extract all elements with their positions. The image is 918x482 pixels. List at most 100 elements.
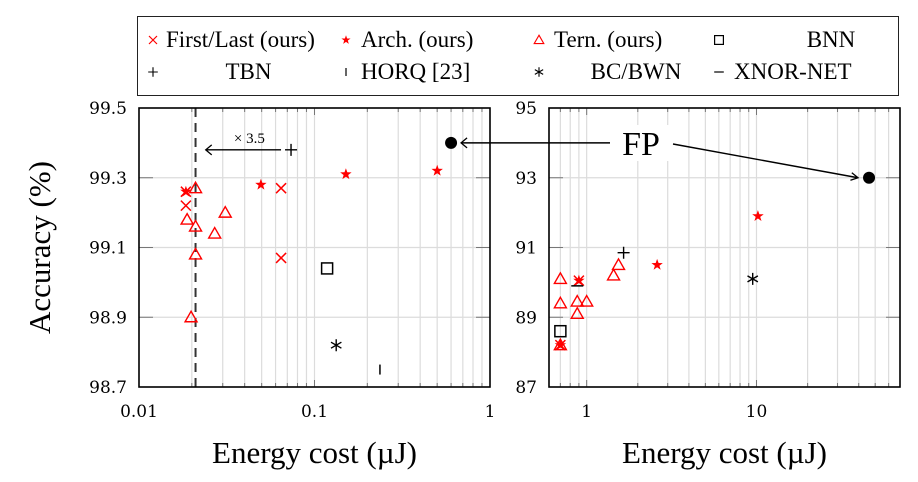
data-point — [554, 324, 567, 338]
legend-marker-hbar-icon — [714, 71, 724, 73]
legend-label: XNOR-NET — [734, 59, 852, 84]
x-axis-label: Energy cost (µJ) — [622, 435, 827, 470]
data-point — [188, 247, 203, 260]
legend-marker — [533, 34, 545, 45]
legend-label: HORQ [23] — [361, 59, 471, 84]
arrow-head — [204, 144, 213, 156]
legend-marker — [148, 35, 158, 45]
panel-left: 98.7 98.9 99.1 99.3 99.5 0.01 0.1 1 × 3.5 Energy … — [22, 99, 495, 470]
y-tick-label: 99.3 — [89, 169, 127, 189]
series-arch-ours — [554, 210, 764, 350]
x-tick-label: 10 — [746, 402, 768, 422]
improvement-label: × 3.5 — [234, 131, 265, 147]
fp-arrow-right — [672, 143, 859, 179]
series-tern-ours — [553, 257, 626, 351]
legend-label: Tern. (ours) — [554, 27, 663, 52]
data-point — [570, 294, 585, 307]
data-point — [330, 339, 342, 352]
data-point — [617, 246, 630, 259]
data-point — [183, 309, 199, 323]
data-point — [553, 271, 568, 285]
legend-label: BC/BWN — [590, 59, 682, 84]
data-point — [573, 274, 585, 286]
data-point — [340, 168, 352, 180]
legend-marker-plus-icon — [148, 67, 158, 77]
data-point — [218, 205, 233, 218]
data-point — [553, 337, 568, 351]
data-point — [179, 212, 195, 225]
y-tick-label: 89 — [515, 308, 537, 328]
legend-marker-square-icon — [713, 34, 725, 46]
y-tick-label: 95 — [515, 99, 537, 119]
series-tbn — [285, 143, 298, 156]
arrow-head — [460, 137, 468, 149]
data-point — [180, 200, 192, 212]
plot-frame — [548, 107, 901, 388]
legend-marker-star-icon — [341, 35, 351, 44]
y-tick-label: 98.7 — [89, 378, 127, 398]
x-tick-label: 1 — [581, 402, 592, 422]
data-point — [275, 182, 287, 194]
x-tick-label: 0.01 — [120, 402, 158, 422]
legend-marker-asterisk-icon — [534, 67, 544, 77]
fp-label: FP — [622, 126, 660, 163]
legend-label: Arch. (ours) — [361, 27, 474, 52]
data-point — [606, 267, 621, 281]
data-point — [752, 210, 764, 221]
fp-callout: FP — [460, 125, 860, 181]
data-point — [554, 339, 567, 350]
series-tbn — [617, 246, 630, 259]
legend-label: First/Last (ours) — [166, 27, 315, 52]
plot-frame — [138, 107, 491, 388]
legend-marker — [341, 35, 351, 44]
legend-marker-triangle-icon — [533, 34, 545, 45]
legend-marker — [148, 67, 158, 77]
data-point — [651, 258, 663, 270]
data-point — [188, 219, 203, 232]
x-tick-label: 0.1 — [301, 402, 328, 422]
legend-label: BNN — [806, 27, 856, 52]
legend-marker-x-icon — [148, 35, 158, 45]
data-point — [445, 136, 458, 149]
data-point — [579, 294, 594, 307]
data-point — [611, 257, 626, 271]
arrow-head — [850, 172, 860, 181]
series-bnn — [320, 262, 334, 275]
series-bc-bwn — [330, 339, 342, 352]
data-point — [285, 143, 298, 156]
data-point — [570, 306, 585, 319]
series-bnn — [554, 324, 567, 338]
data-point — [747, 272, 759, 285]
legend-label: TBN — [225, 59, 272, 84]
y-tick-label: 93 — [515, 169, 537, 189]
panel-right: 87 89 91 93 95 1 10 Energy cost (µJ) — [515, 99, 901, 470]
x-tick-label: 1 — [485, 402, 496, 422]
data-point — [863, 171, 876, 184]
legend-marker-vbar-icon — [345, 67, 347, 77]
legend-marker — [713, 34, 725, 46]
y-tick-label: 87 — [515, 378, 537, 398]
y-axis-label: Accuracy (%) — [22, 161, 57, 334]
series-tern-ours — [179, 180, 233, 323]
y-tick-label: 91 — [515, 239, 537, 259]
y-tick-label: 99.1 — [89, 239, 127, 259]
data-point — [255, 178, 267, 190]
series-bc-bwn — [747, 272, 759, 285]
data-point — [207, 226, 222, 239]
data-point — [320, 262, 334, 275]
y-tick-label: 98.9 — [89, 308, 127, 328]
series-fp — [863, 171, 876, 184]
grid — [548, 107, 901, 388]
data-point — [553, 295, 568, 309]
data-point — [275, 252, 287, 264]
x-axis-label: Energy cost (µJ) — [212, 435, 417, 470]
legend-marker — [534, 67, 544, 77]
data-point — [431, 164, 443, 176]
series-arch-ours — [180, 164, 443, 197]
series-fp — [445, 136, 458, 149]
legend: First/Last (ours) Arch. (ours) Tern. (ours… — [137, 16, 899, 96]
y-tick-label: 99.5 — [89, 99, 127, 119]
data-point — [188, 180, 203, 194]
grid — [138, 107, 491, 388]
